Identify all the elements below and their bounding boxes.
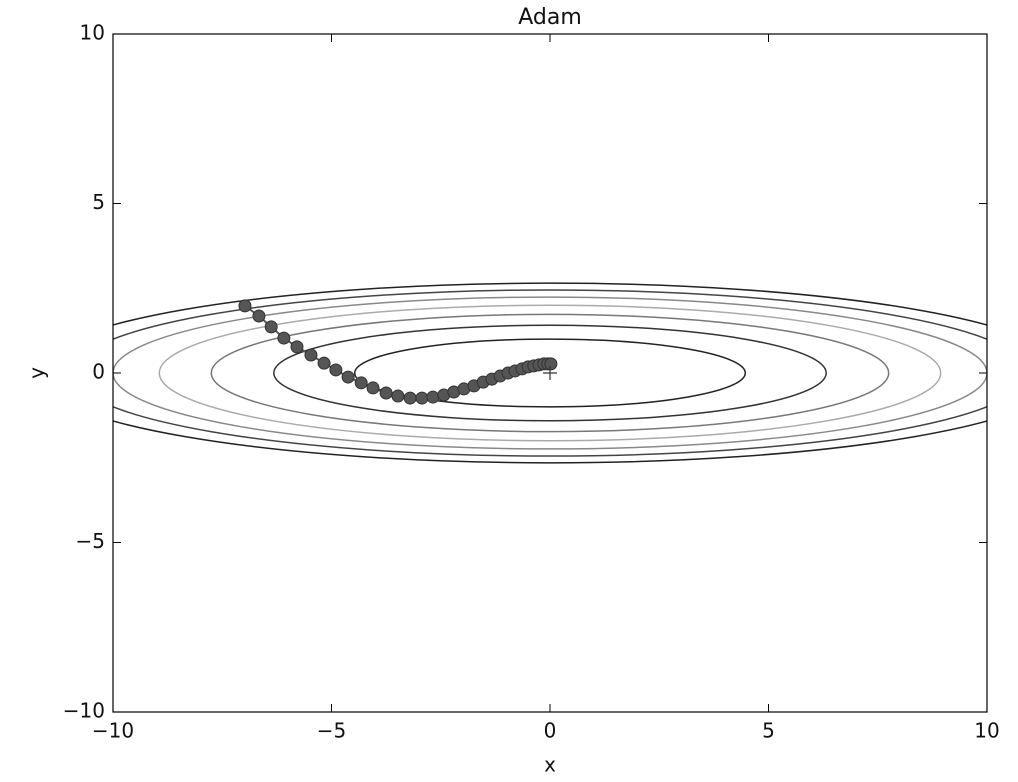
y-tick-label: 0 <box>92 360 105 384</box>
contour <box>273 324 827 422</box>
path-point <box>252 309 266 323</box>
x-axis-label: x <box>544 753 556 777</box>
x-tick-label: −10 <box>92 719 134 743</box>
y-axis-label: y <box>25 367 49 379</box>
path-point <box>264 320 278 334</box>
x-tick-label: 5 <box>762 719 775 743</box>
path-point <box>426 390 440 404</box>
y-tick-label: −5 <box>76 529 105 553</box>
x-tick-label: 10 <box>974 719 999 743</box>
path-point <box>379 386 393 400</box>
y-tick-label: 10 <box>80 21 105 45</box>
y-tick-label: −10 <box>63 699 105 723</box>
contour <box>210 313 890 433</box>
path-point <box>354 376 368 390</box>
y-tick-label: 5 <box>92 190 105 214</box>
contour <box>158 304 942 442</box>
path-point <box>403 391 417 405</box>
x-tick-label: 0 <box>544 719 557 743</box>
plot-marks <box>238 299 558 405</box>
x-tick-label: −5 <box>317 719 346 743</box>
path-point <box>238 299 252 313</box>
contour <box>113 289 987 457</box>
contour <box>353 338 747 408</box>
path-point <box>391 389 405 403</box>
path-point <box>415 391 429 405</box>
path-point <box>341 370 355 384</box>
chart-title: Adam <box>518 5 582 30</box>
minimum-marker <box>543 366 557 380</box>
contour <box>113 282 987 464</box>
path-point <box>277 331 291 345</box>
path-point <box>366 381 380 395</box>
path-point <box>329 363 343 377</box>
path-point <box>544 357 558 371</box>
contour <box>113 296 987 450</box>
path-point <box>304 348 318 362</box>
path-point <box>317 356 331 370</box>
contour-group <box>113 282 987 464</box>
path-point <box>290 340 304 354</box>
